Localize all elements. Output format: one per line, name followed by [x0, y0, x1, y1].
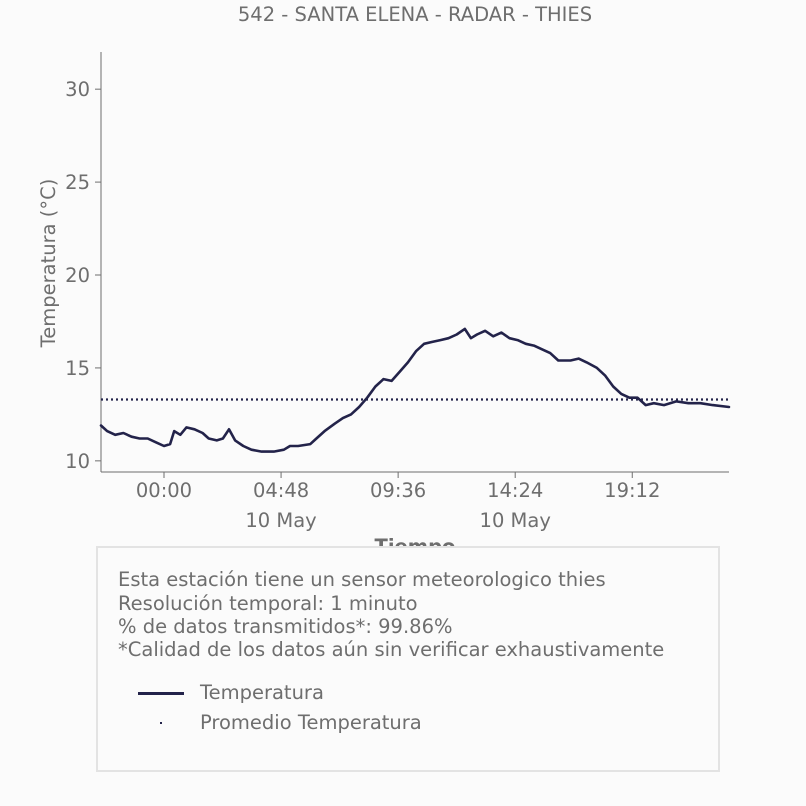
- y-tick-label: 20: [65, 264, 90, 287]
- x-tick-label: 14:24: [487, 479, 543, 502]
- y-tick-label: 15: [65, 357, 90, 380]
- info-box: Esta estación tiene un sensor meteorolog…: [96, 546, 720, 772]
- legend-label-temperatura: Temperatura: [200, 681, 324, 704]
- x-tick-date-label: 10 May: [245, 509, 316, 532]
- y-tick-label: 10: [65, 450, 90, 473]
- x-tick-label: 00:00: [136, 479, 192, 502]
- x-tick-label: 19:12: [604, 479, 660, 502]
- chart-title: 542 - SANTA ELENA - RADAR - THIES: [238, 3, 592, 26]
- legend-label-promedio: Promedio Temperatura: [200, 711, 422, 734]
- temperature-series-line: [99, 327, 731, 453]
- y-tick-label: 25: [65, 171, 90, 194]
- y-tick-label: 30: [65, 78, 90, 101]
- info-line-transmitted: % de datos transmitidos*: 99.86%: [118, 615, 453, 638]
- x-tick-date-label: 10 May: [480, 509, 551, 532]
- x-axis: 00:00 04:48 10 May 09:36 14:24 10 May 19:12: [101, 471, 729, 532]
- info-line-sensor: Esta estación tiene un sensor meteorolog…: [118, 568, 606, 591]
- legend-line-swatch: [138, 692, 184, 695]
- y-axis-label: Temperatura (°C): [37, 179, 60, 349]
- info-line-quality-note: *Calidad de los datos aún sin verificar …: [118, 638, 665, 661]
- y-axis: 10 15 20 25 30: [65, 52, 102, 473]
- legend-dot-swatch: [160, 722, 162, 724]
- plot-area: [99, 327, 731, 453]
- temperature-chart: 542 - SANTA ELENA - RADAR - THIES 10 15 20…: [37, 3, 731, 558]
- x-tick-label: 04:48: [253, 479, 309, 502]
- info-line-resolution: Resolución temporal: 1 minuto: [118, 592, 418, 615]
- x-tick-label: 09:36: [370, 479, 426, 502]
